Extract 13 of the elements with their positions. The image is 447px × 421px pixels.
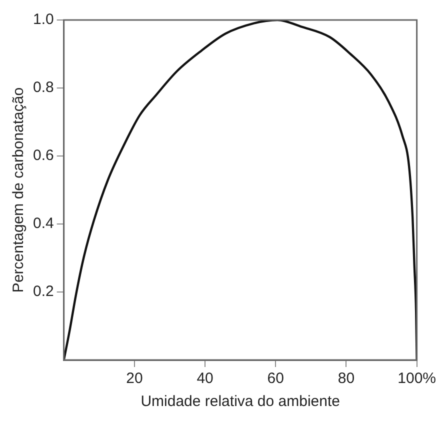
y-axis-title: Percentagem de carbonatação — [10, 87, 28, 293]
x-tick-label: 20 — [126, 370, 143, 388]
x-tick-label: 60 — [267, 370, 284, 388]
line-series — [64, 20, 417, 360]
x-tick-label: 40 — [196, 370, 214, 388]
y-tick-label: 0.2 — [32, 283, 54, 300]
x-axis-title: Umidade relativa do ambiente — [140, 393, 340, 410]
y-tick-label: 0.6 — [32, 147, 54, 164]
x-tick-label: 100% — [398, 370, 436, 388]
x-tick-label: 80 — [338, 370, 355, 388]
y-tick-label: 1.0 — [32, 11, 54, 28]
y-tick-label: 0.8 — [32, 79, 54, 96]
y-tick-label: 0.4 — [32, 215, 54, 232]
